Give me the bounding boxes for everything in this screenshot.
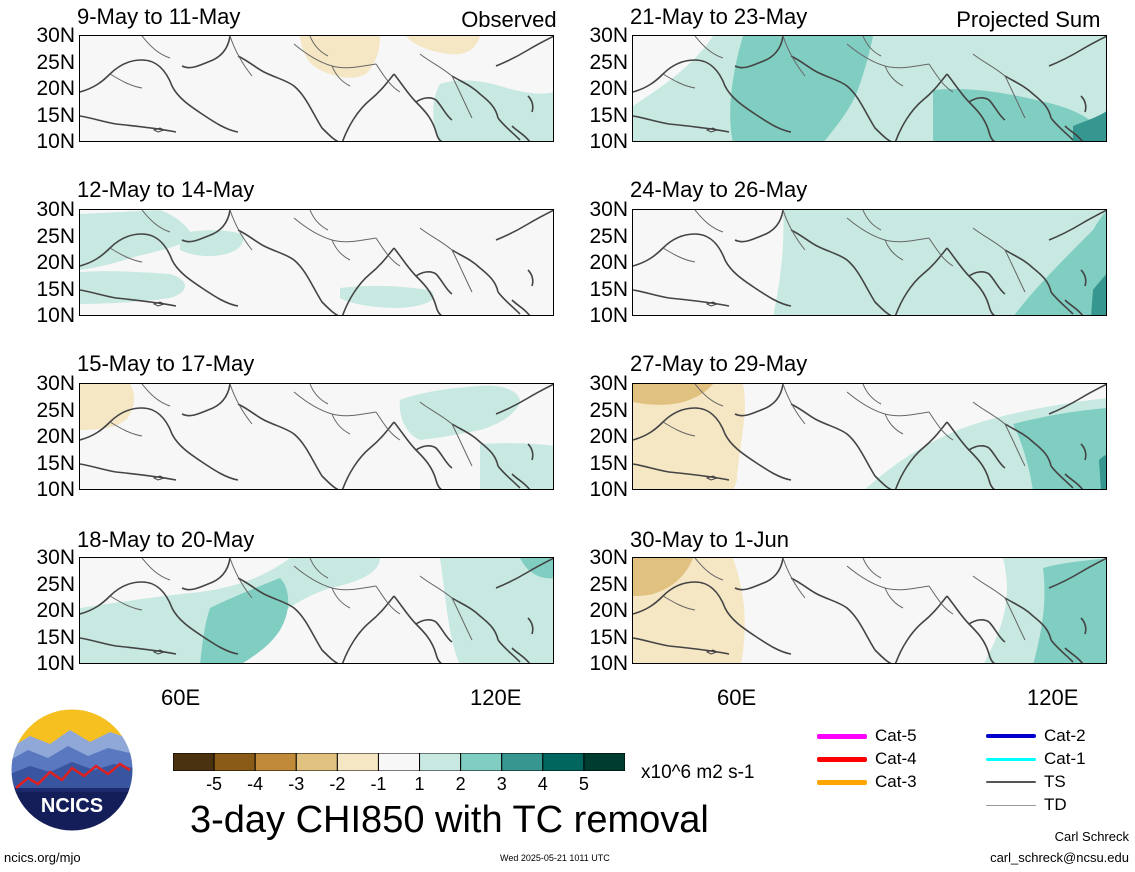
- footer-email: carl_schreck@ncsu.edu: [990, 850, 1129, 865]
- lat-label: 25N: [36, 50, 75, 74]
- colorbar-tick-label: 2: [455, 774, 466, 794]
- lon-label-120e-left: 120E: [470, 685, 522, 710]
- colorbar: [172, 752, 626, 772]
- panel-title: 27-May to 29-May: [630, 351, 808, 376]
- colorbar-units: x10^6 m2 s-1: [641, 762, 755, 783]
- lat-label: 25N: [36, 572, 75, 596]
- lat-label: 10N: [589, 652, 628, 675]
- lat-label: 10N: [36, 478, 75, 501]
- main-title: 3-day CHI850 with TC removal: [190, 799, 709, 841]
- map-panel: [79, 383, 554, 490]
- panel-title: 24-May to 26-May: [630, 177, 808, 202]
- lat-label: 15N: [36, 277, 75, 301]
- colorbar-tick-label: -5: [206, 774, 223, 794]
- legend-label: Cat-2: [1044, 726, 1086, 745]
- lat-label: 15N: [589, 451, 628, 475]
- legend-line: [986, 804, 1036, 806]
- legend-line: [986, 757, 1036, 761]
- colorbar-tick-label: -4: [247, 774, 264, 794]
- lat-label: 25N: [36, 398, 75, 422]
- lat-label: 20N: [36, 251, 75, 274]
- lat-label: 15N: [36, 103, 75, 127]
- lat-label: 25N: [589, 224, 628, 248]
- lat-label: 20N: [36, 425, 75, 448]
- footer-timestamp: Wed 2025-05-21 1011 UTC: [500, 853, 610, 863]
- colorbar-tick-label: 5: [578, 774, 589, 794]
- lat-label: 20N: [589, 77, 628, 100]
- panel-title: 30-May to 1-Jun: [630, 527, 789, 552]
- lat-label: 10N: [589, 130, 628, 153]
- lat-label: 30N: [589, 372, 628, 395]
- panel-title: 21-May to 23-May: [630, 4, 808, 29]
- legend-label: Cat-4: [875, 749, 917, 768]
- lon-label-120e-right: 120E: [1027, 685, 1079, 710]
- lat-label: 15N: [36, 625, 75, 649]
- map-panel: [79, 35, 554, 142]
- colorbar-tick-label: -2: [329, 774, 346, 794]
- lat-label: 20N: [589, 425, 628, 448]
- lat-label: 10N: [589, 478, 628, 501]
- lat-label: 10N: [36, 304, 75, 327]
- ncics-logo: NCICS: [10, 708, 134, 832]
- map-panel: [632, 209, 1107, 316]
- panel-title: 18-May to 20-May: [77, 527, 255, 552]
- lat-label: 20N: [36, 77, 75, 100]
- lat-label: 20N: [36, 599, 75, 622]
- footer-author: Carl Schreck: [1054, 829, 1129, 844]
- logo-text: NCICS: [41, 795, 103, 817]
- lat-label: 30N: [589, 546, 628, 569]
- lat-label: 10N: [589, 304, 628, 327]
- colorbar-tick-label: -3: [288, 774, 305, 794]
- lat-label: 30N: [36, 546, 75, 569]
- lat-label: 30N: [36, 372, 75, 395]
- lat-label: 30N: [36, 24, 75, 47]
- colorbar-tick-label: 1: [414, 774, 425, 794]
- panel-title: 12-May to 14-May: [77, 177, 255, 202]
- map-panel: [79, 557, 554, 664]
- legend-label: TS: [1044, 772, 1066, 791]
- panel-tag: Projected Sum: [956, 7, 1101, 32]
- lat-label: 20N: [589, 251, 628, 274]
- legend-label: Cat-5: [875, 726, 917, 745]
- panel-tag: Observed: [461, 7, 557, 32]
- lat-label: 15N: [589, 277, 628, 301]
- footer-url: ncics.org/mjo: [4, 850, 81, 865]
- panel-title: 9-May to 11-May: [77, 4, 241, 29]
- legend-label: Cat-1: [1044, 749, 1086, 768]
- legend-line: [817, 756, 867, 762]
- lat-label: 15N: [36, 451, 75, 475]
- lat-label: 30N: [36, 198, 75, 221]
- colorbar-tick-label: 4: [537, 774, 548, 794]
- map-panel: [632, 383, 1107, 490]
- lat-label: 30N: [589, 198, 628, 221]
- legend-line: [817, 779, 867, 785]
- lat-label: 25N: [589, 50, 628, 74]
- lat-label: 25N: [589, 572, 628, 596]
- panel-title: 15-May to 17-May: [77, 351, 255, 376]
- lat-label: 25N: [589, 398, 628, 422]
- colorbar-tick-label: 3: [496, 774, 507, 794]
- legend-line: [986, 781, 1036, 783]
- lat-label: 25N: [36, 224, 75, 248]
- map-panel: [632, 35, 1107, 142]
- legend-line: [817, 733, 867, 739]
- colorbar-tick-label: -1: [370, 774, 387, 794]
- map-panel: [632, 557, 1107, 664]
- lon-label-60e-right: 60E: [717, 685, 757, 710]
- lat-label: 10N: [36, 130, 75, 153]
- legend-label: Cat-3: [875, 772, 917, 791]
- lat-label: 10N: [36, 652, 75, 675]
- legend-line: [986, 734, 1036, 738]
- map-panel: [79, 209, 554, 316]
- lat-label: 20N: [589, 599, 628, 622]
- legend-label: TD: [1044, 795, 1067, 814]
- lat-label: 15N: [589, 625, 628, 649]
- lat-label: 15N: [589, 103, 628, 127]
- lon-label-60e-left: 60E: [161, 685, 201, 710]
- lat-label: 30N: [589, 24, 628, 47]
